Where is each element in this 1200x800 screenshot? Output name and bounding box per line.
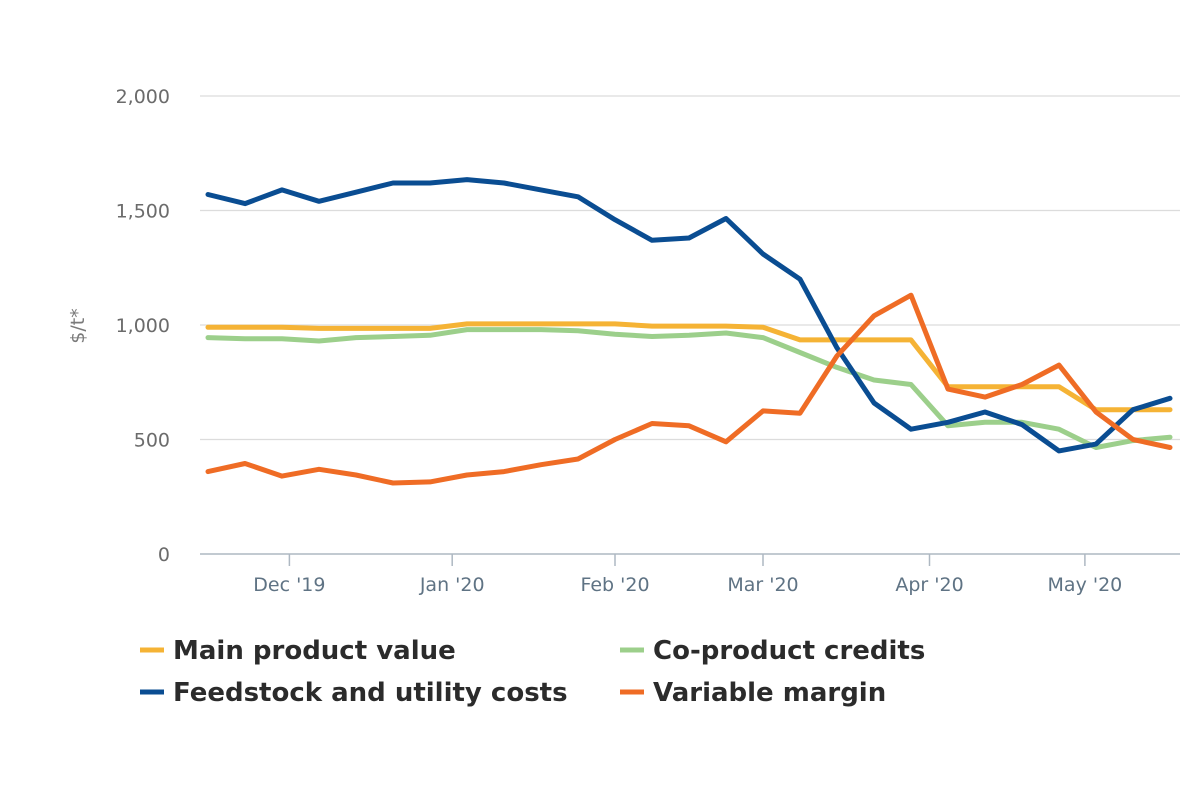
x-tick-label: Feb '20 bbox=[580, 574, 649, 596]
legend-label: Variable margin bbox=[653, 678, 886, 708]
legend-item[interactable]: Co-product credits bbox=[620, 636, 925, 666]
legend-item[interactable]: Main product value bbox=[140, 636, 456, 666]
x-tick-label: Jan '20 bbox=[419, 574, 485, 596]
y-axis: 0 500 1,000 1,500 2,000 bbox=[116, 86, 170, 566]
legend-label: Co-product credits bbox=[653, 636, 925, 666]
series-lines bbox=[205, 177, 1173, 486]
gridlines bbox=[200, 95, 1180, 441]
y-axis-label: $/t* bbox=[67, 308, 89, 343]
y-tick-label: 500 bbox=[134, 430, 170, 452]
x-tick-label: May '20 bbox=[1048, 574, 1123, 596]
y-tick-label: 1,000 bbox=[116, 315, 170, 337]
y-tick-label: 0 bbox=[158, 544, 170, 566]
legend: Main product value Co-product credits Feed… bbox=[140, 636, 925, 708]
x-axis: Dec '19 Jan '20 Feb '20 Mar '20 Apr '20 May '… bbox=[200, 553, 1180, 596]
legend-item[interactable]: Feedstock and utility costs bbox=[140, 678, 568, 708]
legend-label: Feedstock and utility costs bbox=[173, 678, 568, 708]
x-tick-label: Mar '20 bbox=[727, 574, 798, 596]
x-tick-label: Dec '19 bbox=[253, 574, 325, 596]
x-tick-label: Apr '20 bbox=[895, 574, 963, 596]
legend-label: Main product value bbox=[173, 636, 456, 666]
series-line-2 bbox=[205, 177, 1173, 454]
legend-item[interactable]: Variable margin bbox=[620, 678, 886, 708]
y-tick-label: 1,500 bbox=[116, 201, 170, 223]
y-tick-label: 2,000 bbox=[116, 86, 170, 108]
series-line-3 bbox=[205, 292, 1173, 486]
